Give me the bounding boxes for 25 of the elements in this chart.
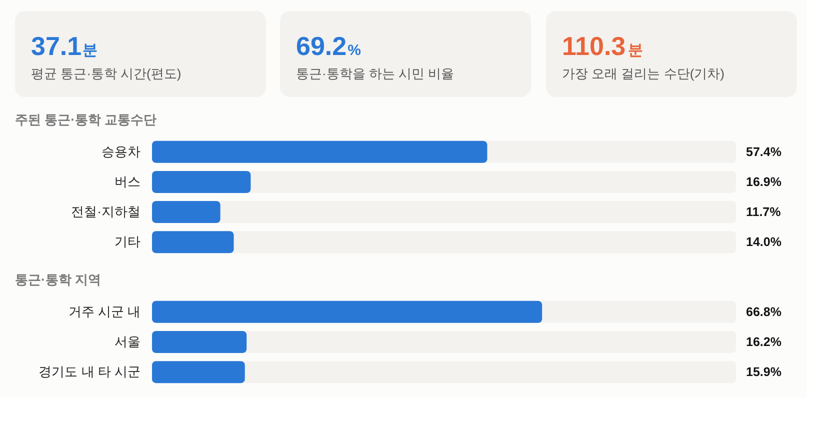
data-label: 14.0% [746, 235, 782, 250]
y-tick-label: 기타 [114, 234, 140, 250]
bar [152, 231, 234, 254]
chart-title: 통근·통학 지역 [15, 272, 101, 287]
bar [152, 201, 220, 224]
data-label: 66.8% [746, 304, 782, 319]
bar [152, 170, 251, 193]
data-label: 16.2% [746, 335, 782, 349]
y-tick-label: 승용차 [102, 144, 140, 159]
text: 가장 오래 걸리는 수단(기차) [562, 66, 724, 81]
data-label: 11.7% [746, 205, 781, 220]
chart-title: 주된 통근·통학 교통수단 [15, 112, 157, 127]
text: 69.2% [296, 31, 361, 61]
data-label: 16.9% [746, 174, 782, 189]
data-label: 15.9% [746, 365, 782, 380]
y-tick-label: 경기도 내 타 시군 [38, 364, 140, 380]
text: 평균 통근·통학 시간(편도) [31, 66, 182, 81]
y-tick-label: 서울 [114, 334, 140, 349]
y-tick-label: 전철·지하철 [71, 204, 140, 220]
text: 통근·통학을 하는 시민 비율 [296, 66, 454, 81]
y-tick-label: 거주 시군 내 [68, 304, 140, 319]
text: 110.3분 [562, 31, 644, 61]
y-tick-label: 버스 [114, 174, 140, 189]
data-label: 57.4% [746, 144, 782, 159]
text: 37.1분 [31, 31, 98, 61]
